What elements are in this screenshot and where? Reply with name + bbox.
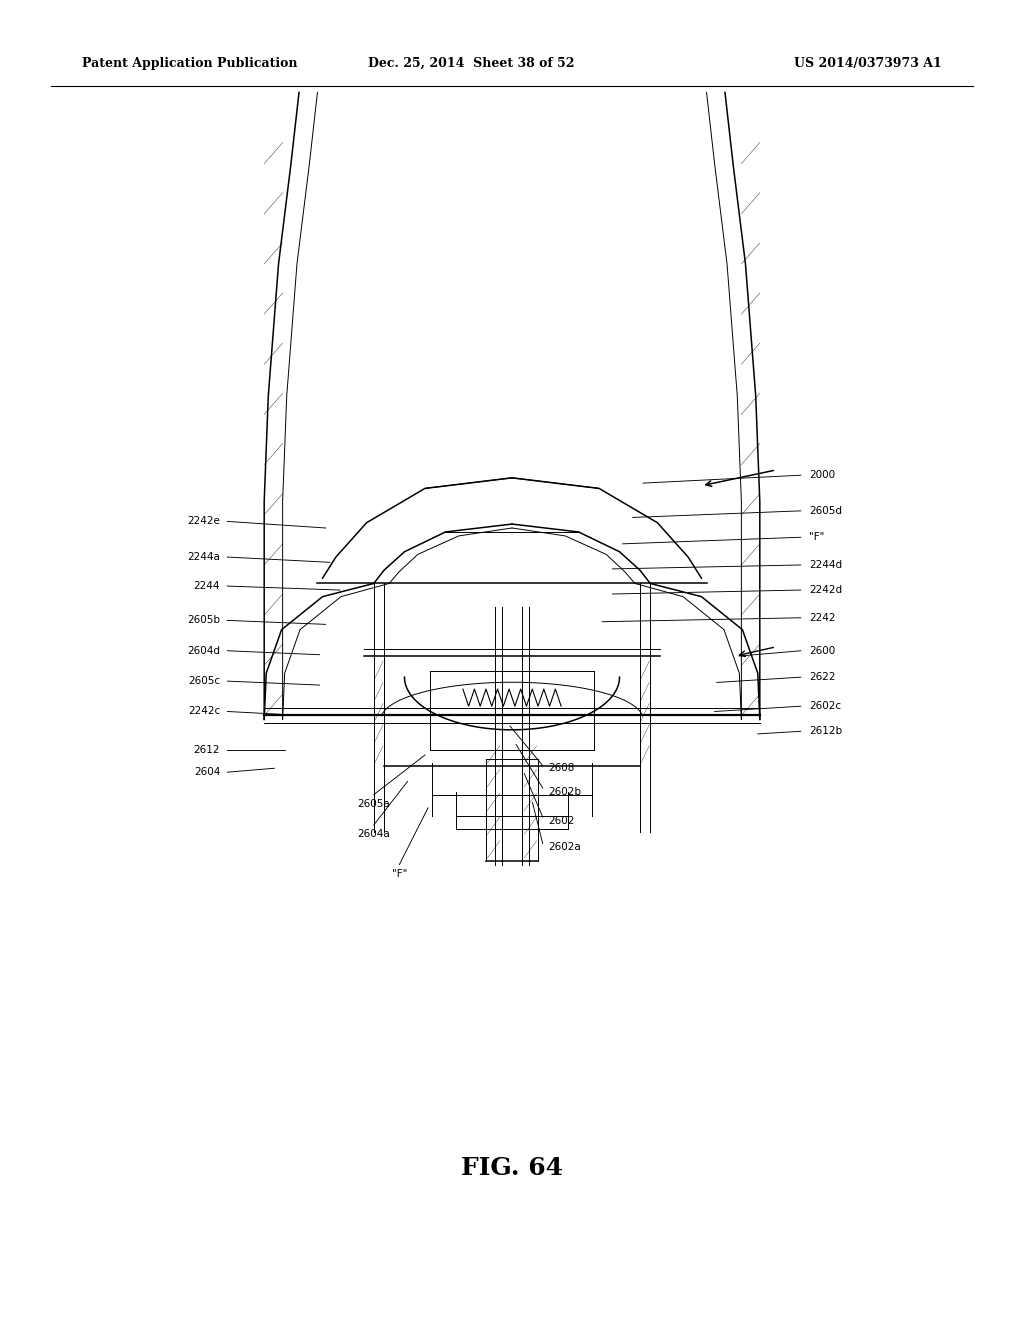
- Text: 2604a: 2604a: [357, 829, 390, 840]
- Text: 2605d: 2605d: [809, 506, 842, 516]
- Text: 2242d: 2242d: [809, 585, 842, 595]
- Text: 2244d: 2244d: [809, 560, 842, 570]
- Text: 2605a: 2605a: [357, 799, 390, 809]
- Text: 2602b: 2602b: [548, 787, 581, 797]
- Text: 2242: 2242: [809, 612, 836, 623]
- Text: 2605b: 2605b: [187, 615, 220, 626]
- Text: "F": "F": [391, 869, 408, 879]
- Text: 2242c: 2242c: [188, 706, 220, 717]
- Text: 2600: 2600: [809, 645, 836, 656]
- Text: 2622: 2622: [809, 672, 836, 682]
- Text: 2605c: 2605c: [188, 676, 220, 686]
- Text: 2612b: 2612b: [809, 726, 842, 737]
- Text: 2612: 2612: [194, 744, 220, 755]
- Text: "F": "F": [809, 532, 824, 543]
- Text: 2602a: 2602a: [548, 842, 581, 853]
- Text: 2602c: 2602c: [809, 701, 841, 711]
- Text: 2608: 2608: [548, 763, 574, 774]
- Text: 2604: 2604: [194, 767, 220, 777]
- Text: Dec. 25, 2014  Sheet 38 of 52: Dec. 25, 2014 Sheet 38 of 52: [368, 57, 574, 70]
- Text: 2244a: 2244a: [187, 552, 220, 562]
- Text: Patent Application Publication: Patent Application Publication: [82, 57, 297, 70]
- Text: 2244: 2244: [194, 581, 220, 591]
- Text: FIG. 64: FIG. 64: [461, 1156, 563, 1180]
- Text: 2000: 2000: [809, 470, 836, 480]
- Text: US 2014/0373973 A1: US 2014/0373973 A1: [795, 57, 942, 70]
- Text: 2242e: 2242e: [187, 516, 220, 527]
- Text: 2604d: 2604d: [187, 645, 220, 656]
- Text: 2602: 2602: [548, 816, 574, 826]
